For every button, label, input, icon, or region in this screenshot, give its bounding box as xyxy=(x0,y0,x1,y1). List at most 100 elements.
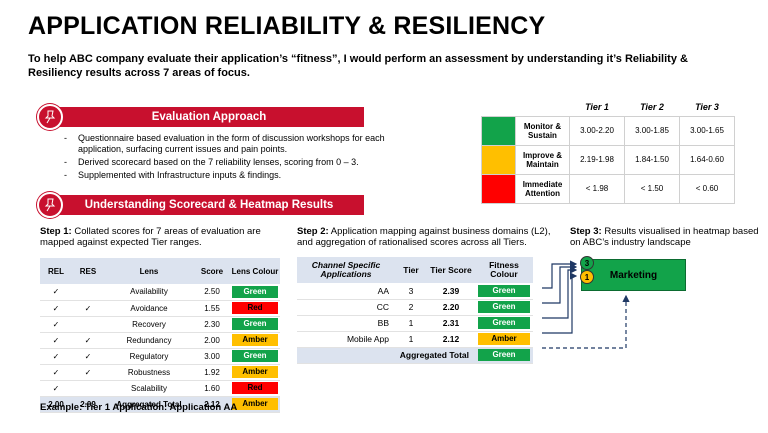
score-cell: 2.12 xyxy=(427,331,475,348)
scorecard-banner: Understanding Scorecard & Heatmap Result… xyxy=(44,195,364,215)
colour-cell: Amber xyxy=(230,332,280,349)
heatmap-marketing-cell: Marketing xyxy=(581,259,686,291)
lens-cell: Recovery xyxy=(104,316,194,333)
total-row: 2.00 2.09 Aggregated Total 2.12 Amber xyxy=(40,396,280,413)
table-row: ✓ ✓ Robustness 1.92 Amber xyxy=(40,364,280,381)
res-cell xyxy=(72,316,104,333)
pin-icon xyxy=(37,104,63,130)
status-badge: Amber xyxy=(232,334,278,346)
score-cell: 2.39 xyxy=(427,283,475,300)
tier-range: 1.64-0.60 xyxy=(679,144,735,175)
tier-range: 1.84-1.50 xyxy=(624,144,680,175)
colour-cell: Green xyxy=(230,348,280,365)
tier-row: Monitor & Sustain 3.00-2.20 3.00-1.85 3.… xyxy=(481,115,735,146)
lens-score-table: REL RES Lens Score Lens Colour ✓ Availabi… xyxy=(40,258,280,413)
colour-cell: Red xyxy=(230,300,280,317)
status-badge: Green xyxy=(232,285,278,298)
table-row: ✓ Recovery 2.30 Green xyxy=(40,316,280,333)
colour-cell: Green xyxy=(230,316,280,333)
green-swatch xyxy=(481,115,516,146)
status-badge: Green xyxy=(232,318,278,330)
total-score: 2.12 xyxy=(194,396,230,413)
table-row: ✓ ✓ Redundancy 2.00 Amber xyxy=(40,332,280,349)
res-cell xyxy=(72,380,104,397)
status-badge: Amber xyxy=(232,398,278,410)
intro-text: To help ABC company evaluate their appli… xyxy=(28,53,688,79)
tier-cell: 1 xyxy=(395,331,427,348)
heatmap-label: Marketing xyxy=(609,269,658,281)
step2-text: Step 2: Application mapping against busi… xyxy=(297,226,559,248)
status-badge: Green xyxy=(232,350,278,362)
tier-cell: 2 xyxy=(395,299,427,316)
colour-cell: Green xyxy=(230,284,280,301)
rel-cell: ✓ xyxy=(40,332,72,349)
col-header: Tier xyxy=(395,257,427,283)
col-header: Score xyxy=(194,258,230,284)
col-header: Tier Score xyxy=(427,257,475,283)
table-row: AA 3 2.39 Green xyxy=(297,283,533,300)
lens-cell: Regulatory xyxy=(104,348,194,365)
tier-range: 3.00-1.85 xyxy=(624,115,680,146)
red-swatch xyxy=(481,173,516,204)
colour-cell: Amber xyxy=(230,364,280,381)
rel-cell: ✓ xyxy=(40,364,72,381)
colour-cell: Amber xyxy=(230,396,280,413)
status-badge: Amber xyxy=(478,333,530,345)
res-cell: ✓ xyxy=(72,332,104,349)
score-cell: 1.60 xyxy=(194,380,230,397)
tier-header: Tier 3 xyxy=(695,101,719,112)
tier-cell: 3 xyxy=(395,283,427,300)
connector-arrows xyxy=(542,260,630,349)
amber-count-badge: 1 xyxy=(580,270,594,284)
res-cell: ✓ xyxy=(72,348,104,365)
tier-row-label: Monitor & Sustain xyxy=(515,115,570,146)
total-label: Aggregated Total xyxy=(297,347,475,364)
green-count-badge: 3 xyxy=(580,256,594,270)
status-badge: Green xyxy=(478,349,530,361)
tier-range: 3.00-1.65 xyxy=(679,115,735,146)
colour-cell: Green xyxy=(475,315,533,332)
lens-cell: Robustness xyxy=(104,364,194,381)
rel-cell: ✓ xyxy=(40,380,72,397)
table-row: CC 2 2.20 Green xyxy=(297,299,533,316)
step3-text: Step 3: Results visualised in heatmap ba… xyxy=(570,226,760,248)
rel-cell: ✓ xyxy=(40,348,72,365)
table-row: ✓ ✓ Regulatory 3.00 Green xyxy=(40,348,280,365)
col-header: RES xyxy=(72,258,104,284)
app-cell: AA xyxy=(297,283,395,300)
evaluation-bullets: Questionnaire based evaluation in the fo… xyxy=(64,133,394,183)
tier-range: 3.00-2.20 xyxy=(569,115,625,146)
colour-cell: Green xyxy=(475,347,533,364)
table-row: ✓ ✓ Avoidance 1.55 Red xyxy=(40,300,280,317)
tier-row: Improve & Maintain 2.19-1.98 1.84-1.50 1… xyxy=(481,144,735,175)
scorecard-heading: Understanding Scorecard & Heatmap Result… xyxy=(84,199,334,211)
step1-body: Collated scores for 7 areas of evaluatio… xyxy=(40,226,261,248)
step1-text: Step 1: Collated scores for 7 areas of e… xyxy=(40,226,275,248)
rel-cell: ✓ xyxy=(40,300,72,317)
example-caption: Example: Tier 1 Application: Application… xyxy=(40,402,238,413)
colour-cell: Amber xyxy=(475,331,533,348)
tier-range: < 1.50 xyxy=(624,173,680,204)
lens-cell: Avoidance xyxy=(104,300,194,317)
status-badge: Green xyxy=(478,301,530,313)
table-row: ✓ Scalability 1.60 Red xyxy=(40,380,280,397)
step3-body: Results visualised in heatmap based on A… xyxy=(570,226,759,248)
tier-legend-table: Tier 1 Tier 2 Tier 3 Monitor & Sustain 3… xyxy=(481,98,735,204)
lens-cell: Availability xyxy=(104,284,194,301)
col-header: Fitness Colour xyxy=(475,257,533,283)
rel-total: 2.00 xyxy=(40,396,72,413)
rel-cell: ✓ xyxy=(40,316,72,333)
rel-cell: ✓ xyxy=(40,284,72,301)
col-header: Channel Specific Applications xyxy=(297,257,395,283)
score-cell: 1.55 xyxy=(194,300,230,317)
score-cell: 1.92 xyxy=(194,364,230,381)
score-cell: 3.00 xyxy=(194,348,230,365)
status-badge: Red xyxy=(232,382,278,394)
score-cell: 2.50 xyxy=(194,284,230,301)
res-total: 2.09 xyxy=(72,396,104,413)
res-cell: ✓ xyxy=(72,364,104,381)
amber-swatch xyxy=(481,144,516,175)
score-cell: 2.20 xyxy=(427,299,475,316)
table-row: Mobile App 1 2.12 Amber xyxy=(297,331,533,348)
bullet-item: Derived scorecard based on the 7 reliabi… xyxy=(64,157,394,168)
